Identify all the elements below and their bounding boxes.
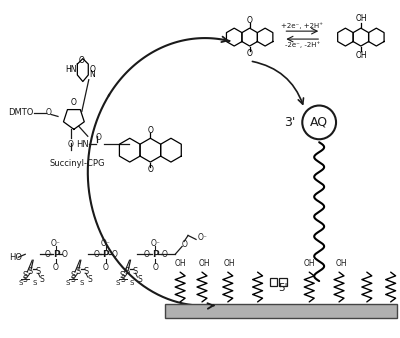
Text: OH: OH bbox=[356, 14, 368, 23]
Text: O⁻: O⁻ bbox=[101, 239, 110, 248]
Text: P: P bbox=[102, 250, 109, 259]
Text: O⁻: O⁻ bbox=[51, 239, 61, 248]
Text: S: S bbox=[137, 274, 142, 284]
Bar bbox=[165, 304, 397, 318]
Polygon shape bbox=[161, 138, 181, 162]
Text: 3': 3' bbox=[284, 116, 295, 129]
Text: P: P bbox=[152, 250, 159, 259]
Text: S: S bbox=[66, 280, 70, 286]
Text: O: O bbox=[103, 263, 108, 272]
Text: OH: OH bbox=[174, 259, 186, 268]
Text: S: S bbox=[130, 280, 134, 286]
Polygon shape bbox=[353, 28, 369, 46]
Polygon shape bbox=[226, 28, 242, 46]
Polygon shape bbox=[64, 110, 84, 129]
Text: O: O bbox=[46, 108, 52, 117]
Text: O: O bbox=[68, 140, 74, 149]
Text: S: S bbox=[70, 274, 75, 284]
Text: S: S bbox=[18, 280, 23, 286]
Text: OH: OH bbox=[335, 259, 347, 268]
Text: O: O bbox=[94, 250, 100, 259]
Text: O: O bbox=[62, 250, 68, 259]
Text: OH: OH bbox=[198, 259, 210, 268]
Text: O: O bbox=[148, 166, 153, 174]
Circle shape bbox=[302, 105, 336, 139]
Text: S: S bbox=[40, 274, 44, 284]
Text: HO: HO bbox=[9, 253, 22, 262]
Text: O: O bbox=[53, 263, 59, 272]
Text: S: S bbox=[133, 267, 138, 276]
Polygon shape bbox=[140, 138, 161, 162]
Text: O: O bbox=[247, 49, 252, 58]
Polygon shape bbox=[242, 28, 257, 46]
Text: O: O bbox=[144, 250, 149, 259]
Text: OH: OH bbox=[304, 259, 315, 268]
Text: O: O bbox=[71, 98, 77, 106]
Polygon shape bbox=[257, 28, 273, 46]
Text: N: N bbox=[89, 71, 95, 79]
Text: S: S bbox=[83, 267, 88, 276]
Text: DMTO: DMTO bbox=[8, 108, 34, 117]
Text: O: O bbox=[152, 263, 158, 272]
FancyArrowPatch shape bbox=[252, 62, 304, 104]
Text: O: O bbox=[96, 133, 102, 142]
Bar bbox=[280, 278, 287, 286]
Text: HN: HN bbox=[65, 65, 76, 74]
Text: S: S bbox=[32, 280, 36, 286]
Text: +2e⁻, +2H⁺: +2e⁻, +2H⁺ bbox=[281, 22, 323, 28]
Polygon shape bbox=[120, 138, 140, 162]
Text: P: P bbox=[53, 250, 59, 259]
Polygon shape bbox=[368, 28, 384, 46]
Text: S: S bbox=[125, 267, 130, 276]
Text: S: S bbox=[87, 274, 92, 284]
Text: -2e⁻, -2H⁺: -2e⁻, -2H⁺ bbox=[285, 42, 320, 48]
Text: O: O bbox=[161, 250, 167, 259]
Text: S: S bbox=[36, 267, 41, 276]
Text: O: O bbox=[181, 240, 187, 249]
Text: S: S bbox=[70, 271, 76, 280]
Text: O: O bbox=[44, 250, 50, 259]
Text: Succinyl-CPG: Succinyl-CPG bbox=[49, 159, 104, 168]
Polygon shape bbox=[338, 28, 353, 46]
Text: O⁻: O⁻ bbox=[198, 233, 208, 242]
Text: S: S bbox=[28, 267, 33, 276]
Text: S: S bbox=[75, 267, 80, 276]
Bar bbox=[270, 278, 278, 286]
Text: S: S bbox=[120, 274, 125, 284]
Text: O: O bbox=[112, 250, 118, 259]
Text: O⁻: O⁻ bbox=[150, 239, 160, 248]
Text: O: O bbox=[148, 126, 153, 135]
Text: AQ: AQ bbox=[310, 116, 328, 129]
Text: 5': 5' bbox=[279, 283, 288, 293]
Text: HN: HN bbox=[76, 140, 89, 149]
Text: O: O bbox=[89, 65, 95, 74]
Text: S: S bbox=[23, 274, 28, 284]
Text: S: S bbox=[80, 280, 84, 286]
Text: S: S bbox=[120, 271, 125, 280]
Text: O: O bbox=[247, 16, 252, 25]
Text: OH: OH bbox=[356, 51, 368, 61]
Text: OH: OH bbox=[224, 259, 236, 268]
Text: S: S bbox=[116, 280, 120, 286]
Text: O: O bbox=[79, 56, 85, 65]
Text: S: S bbox=[22, 271, 28, 280]
